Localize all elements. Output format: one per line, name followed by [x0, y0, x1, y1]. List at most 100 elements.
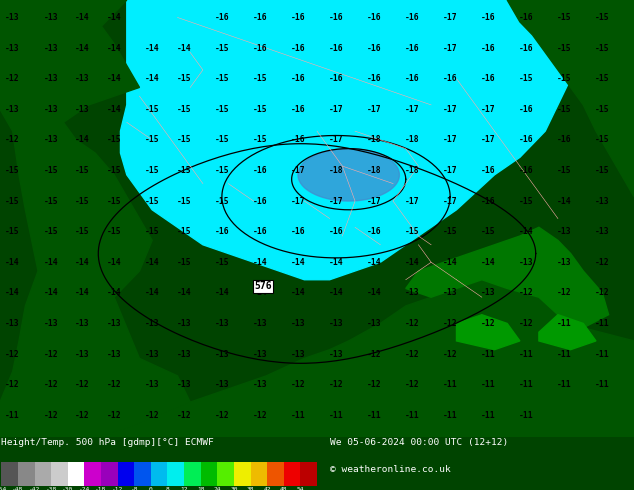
Text: 18: 18 [197, 488, 204, 490]
Text: 0: 0 [149, 488, 153, 490]
Text: -15: -15 [595, 74, 610, 83]
Text: -14: -14 [214, 288, 230, 297]
Text: -16: -16 [443, 74, 458, 83]
Text: -12: -12 [519, 288, 534, 297]
Text: -14: -14 [107, 44, 122, 52]
Text: -14: -14 [176, 288, 191, 297]
Text: -14: -14 [557, 196, 572, 206]
Text: -14: -14 [176, 44, 191, 52]
Bar [234, 463, 250, 486]
Text: -12: -12 [176, 411, 191, 420]
Text: -12: -12 [404, 349, 420, 359]
Text: -17: -17 [481, 105, 496, 114]
Text: -13: -13 [252, 349, 268, 359]
Text: -16: -16 [366, 44, 382, 52]
Text: -14: -14 [519, 227, 534, 236]
Text: -17: -17 [404, 196, 420, 206]
Text: -16: -16 [290, 135, 306, 145]
Text: -14: -14 [75, 135, 90, 145]
Text: -16: -16 [252, 196, 268, 206]
Text: -13: -13 [290, 319, 306, 328]
Text: -14: -14 [404, 258, 420, 267]
Text: 30: 30 [230, 488, 238, 490]
Text: -13: -13 [252, 380, 268, 389]
Text: -15: -15 [214, 44, 230, 52]
Text: -12: -12 [443, 349, 458, 359]
Text: -11: -11 [595, 319, 610, 328]
Text: -16: -16 [290, 74, 306, 83]
Text: -14: -14 [75, 258, 90, 267]
Text: 42: 42 [263, 488, 271, 490]
Text: -16: -16 [366, 74, 382, 83]
Bar [201, 463, 217, 486]
Text: -11: -11 [290, 411, 306, 420]
Text: -12: -12 [404, 319, 420, 328]
Text: -18: -18 [328, 166, 344, 175]
Text: -15: -15 [557, 74, 572, 83]
Text: -14: -14 [252, 258, 268, 267]
Text: -13: -13 [145, 380, 160, 389]
Text: -16: -16 [481, 196, 496, 206]
Text: -15: -15 [5, 166, 20, 175]
Text: -14: -14 [290, 258, 306, 267]
Text: -17: -17 [366, 196, 382, 206]
Text: -15: -15 [107, 166, 122, 175]
Text: -13: -13 [107, 349, 122, 359]
Text: -16: -16 [290, 227, 306, 236]
Text: -13: -13 [145, 319, 160, 328]
Text: -11: -11 [481, 349, 496, 359]
Text: -16: -16 [252, 227, 268, 236]
Text: -16: -16 [404, 74, 420, 83]
Text: -16: -16 [519, 166, 534, 175]
Text: -14: -14 [328, 288, 344, 297]
Text: -12: -12 [290, 380, 306, 389]
Text: -17: -17 [328, 196, 344, 206]
Text: -18: -18 [95, 488, 107, 490]
Text: -18: -18 [366, 166, 382, 175]
Text: -12: -12 [145, 411, 160, 420]
Text: 8: 8 [165, 488, 169, 490]
Text: -15: -15 [145, 166, 160, 175]
Text: -12: -12 [43, 349, 58, 359]
Text: -17: -17 [481, 135, 496, 145]
Text: -15: -15 [595, 166, 610, 175]
Text: -15: -15 [176, 74, 191, 83]
Text: -16: -16 [252, 166, 268, 175]
Text: -16: -16 [519, 105, 534, 114]
Text: -13: -13 [252, 319, 268, 328]
Text: -13: -13 [214, 319, 230, 328]
Text: -13: -13 [5, 44, 20, 52]
Text: -16: -16 [481, 13, 496, 22]
Text: -16: -16 [519, 44, 534, 52]
Polygon shape [298, 148, 399, 201]
Text: -13: -13 [557, 258, 572, 267]
Text: -13: -13 [176, 349, 191, 359]
Text: -13: -13 [145, 349, 160, 359]
Bar [284, 463, 301, 486]
Text: -14: -14 [443, 258, 458, 267]
Text: -14: -14 [366, 288, 382, 297]
Bar [117, 463, 134, 486]
Text: -12: -12 [481, 319, 496, 328]
Text: -11: -11 [443, 380, 458, 389]
Text: -13: -13 [595, 196, 610, 206]
Text: -16: -16 [404, 44, 420, 52]
Text: -15: -15 [557, 166, 572, 175]
Text: -16: -16 [290, 105, 306, 114]
Text: -12: -12 [43, 411, 58, 420]
Bar [68, 463, 84, 486]
Text: -16: -16 [366, 227, 382, 236]
Text: -16: -16 [404, 13, 420, 22]
Text: -12: -12 [328, 380, 344, 389]
Text: -15: -15 [252, 74, 268, 83]
Text: -15: -15 [75, 196, 90, 206]
Text: -15: -15 [107, 196, 122, 206]
Text: -15: -15 [176, 227, 191, 236]
Text: -16: -16 [290, 44, 306, 52]
Text: -54: -54 [0, 488, 7, 490]
Text: -17: -17 [290, 166, 306, 175]
Text: -11: -11 [557, 380, 572, 389]
Text: -13: -13 [5, 319, 20, 328]
Text: -11: -11 [404, 411, 420, 420]
Text: -15: -15 [557, 44, 572, 52]
